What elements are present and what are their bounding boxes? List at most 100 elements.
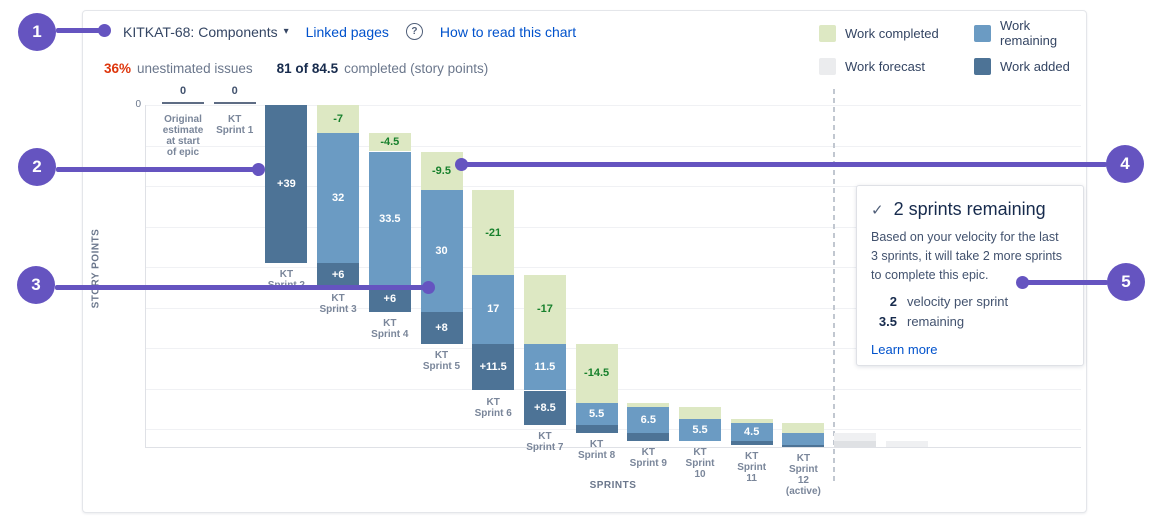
gridline [145, 105, 1081, 106]
callout-dot-3 [421, 280, 435, 294]
sprint-label: KT Sprint 11 [737, 451, 767, 485]
x-axis-line [145, 447, 1081, 448]
sprints-remaining-panel: ✓ 2 sprints remaining Based on your velo… [856, 185, 1084, 366]
legend-swatch [819, 24, 836, 42]
sprint-label: KT Sprint 7 [526, 430, 564, 453]
bar-segment-completed[interactable]: -21 [472, 190, 515, 276]
bar-segment-added[interactable]: +6 [368, 287, 411, 312]
bar-segment-remaining[interactable]: 11.5 [523, 343, 566, 391]
completed-label: completed (story points) [344, 61, 489, 76]
stat-label: remaining [907, 314, 965, 329]
sprint-label: KT Sprint 12 (active) [785, 453, 821, 498]
bar-segment-completed[interactable]: -9.5 [420, 151, 463, 191]
bar-value-label: 0 [231, 85, 238, 97]
gridline [145, 145, 1081, 147]
sprint-label: KT Sprint 5 [422, 349, 461, 372]
callout-number-5: 5 [1107, 263, 1145, 301]
bar-segment-remaining[interactable]: 33.5 [368, 151, 411, 288]
callout-line-4 [461, 161, 1107, 167]
help-circle-icon[interactable]: ? [405, 23, 423, 40]
bar-segment-completed[interactable] [627, 402, 670, 407]
bar-segment-added[interactable]: +6 [317, 262, 360, 288]
stat-value: 3.5 [878, 314, 897, 329]
bar-segment-added[interactable]: +39 [265, 105, 308, 263]
sprint-label: Original estimate at start of epic [162, 114, 204, 158]
how-to-read-link[interactable]: How to read this chart [439, 23, 577, 40]
panel-title: 2 sprints remaining [893, 199, 1046, 219]
legend-swatch [974, 58, 991, 75]
bar-value-label: 0 [179, 85, 187, 97]
gridline [145, 307, 1081, 309]
bar-segment-remaining[interactable]: 17 [472, 275, 515, 344]
callout-line-3 [55, 284, 428, 290]
burndown-report-card: KITKAT-68: Components ▾ Linked pages ? H… [82, 10, 1087, 513]
epic-selector-label: KITKAT-68: Components [123, 23, 278, 40]
plot-area: 0 STORY POINTS SPRINTS 0 Original estimat… [83, 11, 1086, 512]
sprint-label: KT Sprint 9 [629, 447, 667, 470]
legend-item: Work added [974, 58, 1086, 75]
learn-more-link[interactable]: Learn more [871, 342, 938, 357]
legend-label: Work remaining [1000, 18, 1058, 48]
bar-segment-completed[interactable] [730, 418, 773, 423]
legend-label: Work forecast [845, 59, 925, 74]
bar-segment-remaining[interactable]: 5.5 [679, 418, 721, 442]
legend-label: Work added [1000, 59, 1070, 74]
sprint-label: KT Sprint 6 [474, 396, 512, 419]
bar-segment-added[interactable] [730, 441, 773, 446]
bar-segment-added[interactable] [627, 433, 670, 442]
linked-pages-link[interactable]: Linked pages [305, 23, 389, 40]
callout-dot-4 [454, 157, 468, 171]
bar-segment-completed[interactable]: -17 [523, 275, 566, 344]
bar-segment-completed[interactable] [782, 422, 825, 433]
chevron-down-icon: ▾ [283, 25, 289, 37]
bar-segment-completed[interactable]: -4.5 [368, 133, 411, 152]
x-axis-title: SPRINTS [589, 480, 637, 491]
sprint-label: KT Sprint 1 [216, 114, 254, 136]
legend-item: Work remaining [974, 18, 1086, 48]
callout-dot-5 [1015, 275, 1029, 289]
sprint-label: KT Sprint 10 [685, 447, 715, 481]
panel-title-row: ✓ 2 sprints remaining [871, 199, 1069, 220]
unestimated-percentage: 36% [104, 61, 132, 76]
bar-segment-completed[interactable] [679, 406, 721, 419]
report-header: KITKAT-68: Components ▾ Linked pages ? H… [123, 23, 576, 40]
bar-segment-completed[interactable]: -14.5 [575, 343, 618, 403]
callout-line-1 [56, 27, 104, 33]
legend-swatch [819, 58, 836, 75]
bar-segment-completed[interactable]: -7 [317, 105, 360, 134]
epic-selector-dropdown[interactable]: KITKAT-68: Components ▾ [123, 24, 289, 40]
zero-bar [162, 102, 204, 104]
bar-segment-remaining[interactable] [782, 433, 825, 446]
legend-item: Work forecast [819, 58, 974, 75]
callout-dot-1 [97, 23, 111, 37]
legend-item: Work completed [819, 18, 974, 48]
y-axis-line [145, 105, 146, 447]
callout-line-2 [56, 166, 258, 172]
forecast-bar-segment[interactable] [834, 441, 877, 448]
bar-segment-added[interactable]: +11.5 [472, 343, 515, 391]
callout-line-5 [1022, 279, 1108, 285]
callout-number-4: 4 [1106, 145, 1144, 183]
bar-segment-added[interactable] [575, 424, 618, 433]
zero-bar [213, 102, 256, 104]
stat-label: velocity per sprint [907, 294, 1009, 309]
forecast-bar-segment[interactable] [885, 441, 928, 448]
sprint-label: KT Sprint 4 [371, 317, 409, 340]
bar-segment-remaining[interactable]: 5.5 [575, 402, 618, 425]
gridline [145, 226, 1081, 228]
gridline [145, 186, 1081, 187]
sprint-label: KT Sprint 8 [577, 439, 616, 462]
unestimated-label: unestimated issues [137, 61, 253, 76]
callout-number-1: 1 [18, 13, 56, 51]
legend-swatch [974, 24, 991, 42]
bar-segment-remaining[interactable]: 4.5 [730, 422, 773, 442]
bar-segment-remaining[interactable]: 6.5 [627, 406, 670, 433]
bar-segment-added[interactable] [782, 445, 825, 448]
completed-ratio: 81 of 84.5 [276, 61, 339, 76]
stat-value: 2 [889, 294, 897, 309]
bar-segment-remaining[interactable]: 32 [317, 133, 360, 263]
bar-segment-added[interactable]: +8.5 [523, 390, 566, 425]
bar-segment-added[interactable]: +8 [420, 311, 463, 344]
forecast-bar-segment[interactable] [834, 433, 877, 442]
